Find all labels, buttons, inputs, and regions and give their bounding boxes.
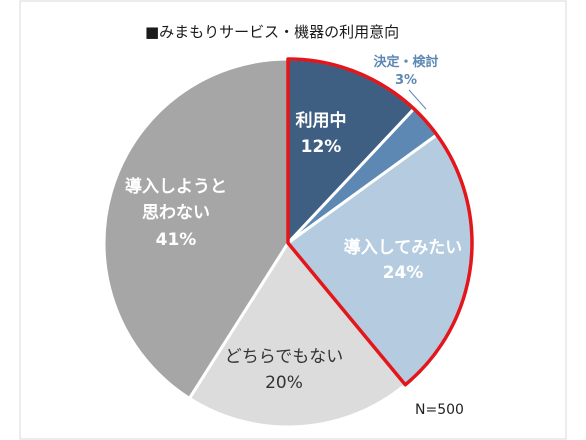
- label-omowanai-line1: 導入しようと: [125, 176, 227, 197]
- label-kettei-pct: 3%: [395, 73, 417, 88]
- highlight-outline: [286, 57, 474, 387]
- label-kettei-name: 決定・検討: [373, 54, 438, 70]
- pie-slice-5: [102, 57, 290, 401]
- label-donyu-pct: 24%: [383, 263, 424, 283]
- label-dochira-name: どちらでもない: [225, 347, 344, 367]
- chart-title: ■みまもりサービス・機器の利用意向: [145, 23, 399, 41]
- label-dochira-pct: 20%: [265, 373, 303, 393]
- label-riyochu-name: 利用中: [296, 110, 347, 131]
- pie-slice-4: [187, 240, 408, 429]
- label-omowanai-line2: 思わない: [142, 203, 210, 223]
- label-donyu-name: 導入してみたい: [344, 237, 463, 258]
- sample-size-note: N=500: [415, 402, 464, 418]
- leader-line-kettei: [408, 89, 427, 110]
- label-omowanai-pct: 41%: [156, 230, 197, 250]
- label-riyochu-pct: 12%: [301, 137, 342, 157]
- chart-frame: [19, 0, 567, 440]
